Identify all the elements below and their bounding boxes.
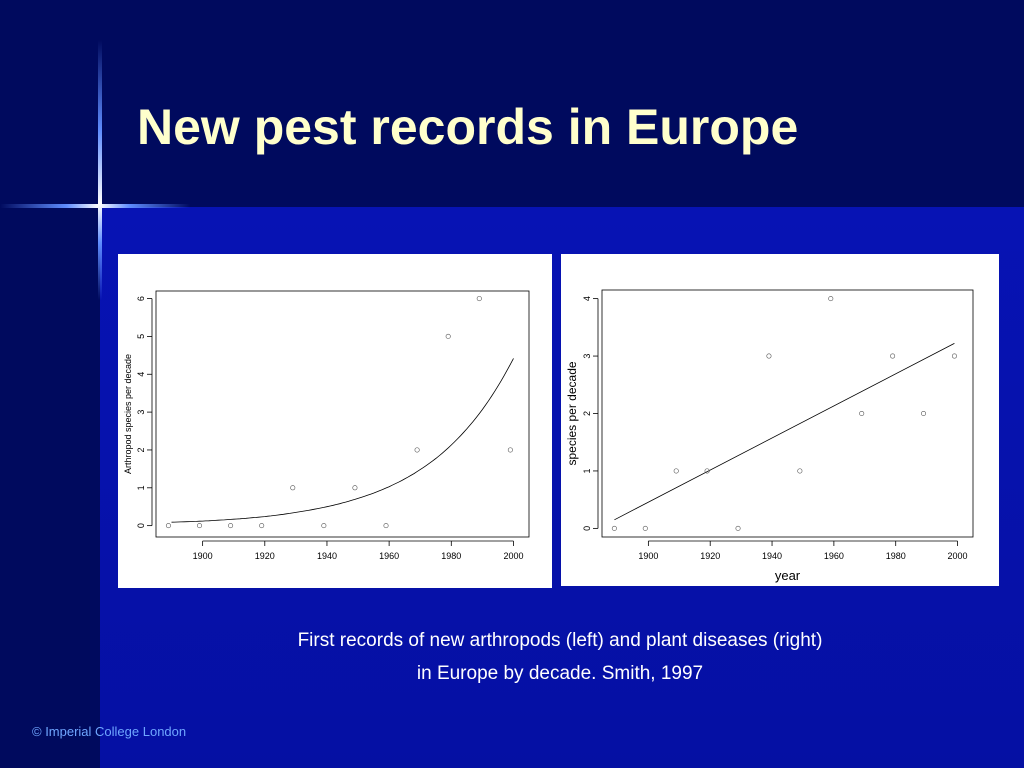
data-point [290,485,296,491]
data-point [828,296,834,302]
y-axis-label: species per decade [565,361,579,465]
x-tick-label: 1960 [824,551,844,561]
y-tick-label: 3 [136,410,146,415]
plot-frame [155,290,530,538]
y-tick-label: 6 [136,296,146,301]
data-point [642,525,648,531]
y-tick-label: 3 [582,354,592,359]
x-tick-label: 1940 [762,551,782,561]
data-point [507,447,513,453]
data-point [259,523,265,529]
y-axis-label: Arthropod species per decade [123,354,133,474]
data-point [921,411,927,417]
data-point [321,523,327,529]
y-tick-label: 1 [136,485,146,490]
sparkle-decoration-horizontal [0,204,190,208]
slide-caption: First records of new arthropods (left) a… [160,624,960,690]
plant-disease-chart: 1900 1920 1940 1960 1980 2000 0 1 2 3 4 species per… [565,289,974,583]
arthropod-chart: 1900 1920 1940 1960 1980 2000 0 1 2 3 4 5 6 Arthropod… [123,290,530,561]
y-tick-label: 2 [136,447,146,452]
data-point [797,468,803,474]
data-point [890,353,896,359]
x-tick-label: 1960 [379,551,399,561]
data-point [165,523,171,529]
data-point [445,333,451,339]
data-point [704,468,710,474]
y-tick-label: 4 [136,372,146,377]
data-point [352,485,358,491]
y-tick-label: 5 [136,334,146,339]
x-tick-label: 1920 [700,551,720,561]
data-point [766,353,772,359]
x-tick-label: 1980 [886,551,906,561]
arthropod-chart-panel: 1900 1920 1940 1960 1980 2000 0 1 2 3 4 5 6 Arthropod… [118,254,552,588]
x-tick-label: 1940 [317,551,337,561]
data-point [673,468,679,474]
x-tick-label: 1920 [255,551,275,561]
header-band [0,0,1024,207]
fitted-curve [614,343,955,521]
data-point [228,523,234,529]
data-point [476,296,482,302]
data-point [859,411,865,417]
data-point [735,525,741,531]
x-axis-label: year [775,568,801,583]
slide-title: New pest records in Europe [137,99,799,155]
x-tick-label: 1900 [638,551,658,561]
copyright-notice: © Imperial College London [32,724,187,739]
y-tick-label: 0 [582,526,592,531]
data-point [383,523,389,529]
caption-line-1: First records of new arthropods (left) a… [297,630,823,651]
y-tick-label: 1 [582,468,592,473]
caption-line-2: in Europe by decade. Smith, 1997 [416,663,704,684]
plot-frame [601,289,974,538]
fitted-curve [171,358,514,523]
left-margin-band [0,207,100,768]
data-point [611,525,617,531]
sparkle-decoration-vertical [98,40,102,300]
data-point [951,353,957,359]
plant-disease-chart-panel: 1900 1920 1940 1960 1980 2000 0 1 2 3 4 species per… [561,254,999,586]
x-tick-label: 1900 [193,551,213,561]
y-tick-label: 0 [136,523,146,528]
x-tick-label: 2000 [948,551,968,561]
data-point [197,523,203,529]
x-tick-label: 2000 [503,551,523,561]
x-tick-label: 1980 [441,551,461,561]
y-tick-label: 4 [582,296,592,301]
y-tick-label: 2 [582,411,592,416]
data-point [414,447,420,453]
